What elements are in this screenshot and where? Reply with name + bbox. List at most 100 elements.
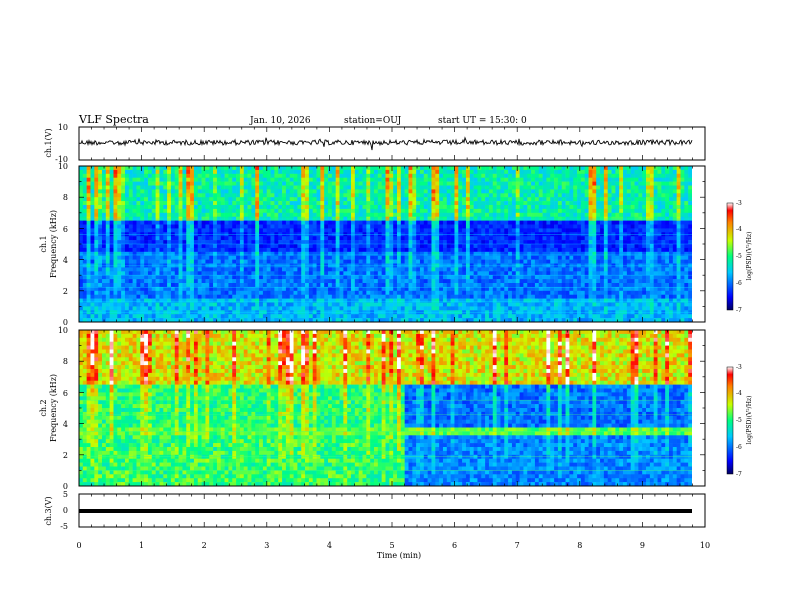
spectrogram-cell <box>328 295 332 299</box>
spectrogram-cell <box>420 271 424 275</box>
spectrogram-cell <box>481 186 485 190</box>
spectrogram-cell <box>443 260 447 264</box>
spectrogram-cell <box>297 271 301 275</box>
spectrogram-cell <box>225 205 229 209</box>
spectrogram-cell <box>343 260 347 264</box>
spectrogram-cell <box>351 240 355 244</box>
spectrogram-cell <box>512 244 516 248</box>
spectrogram-cell <box>485 306 489 310</box>
spectrogram-cell <box>374 201 378 205</box>
spectrogram-cell <box>225 260 229 264</box>
spectrogram-cell <box>129 189 133 193</box>
spectrogram-cell <box>317 283 321 287</box>
spectrogram-cell <box>228 283 232 287</box>
spectrogram-cell <box>389 189 393 193</box>
spectrogram-cell <box>554 193 558 197</box>
spectrogram-cell <box>133 182 137 186</box>
spectrogram-cell <box>543 244 547 248</box>
spectrogram-cell <box>202 193 206 197</box>
spectrogram-cell <box>336 166 340 170</box>
spectrogram-cell <box>232 283 236 287</box>
spectrogram-cell <box>144 275 148 279</box>
spectrogram-cell <box>232 244 236 248</box>
spectrogram-cell <box>439 174 443 178</box>
spectrogram-cell <box>278 283 282 287</box>
spectrogram-cell <box>539 271 543 275</box>
spectrogram-cell <box>485 186 489 190</box>
spectrogram-cell <box>309 201 313 205</box>
spectrogram-cell <box>148 225 152 229</box>
spectrogram-cell <box>351 314 355 318</box>
spectrogram-cell <box>271 267 275 271</box>
spectrogram-cell <box>462 178 466 182</box>
spectrogram-cell <box>516 225 520 229</box>
spectrogram-cell <box>477 248 481 252</box>
spectrogram-cell <box>550 182 554 186</box>
spectrogram-cell <box>355 256 359 260</box>
spectrogram-cell <box>79 213 83 217</box>
spectrogram-cell <box>313 244 317 248</box>
spectrogram-cell <box>543 283 547 287</box>
spectrogram-cell <box>121 197 125 201</box>
spectrogram-cell <box>393 189 397 193</box>
spectrogram-cell <box>458 221 462 225</box>
spectrogram-cell <box>248 186 252 190</box>
spectrogram-cell <box>328 225 332 229</box>
spectrogram-cell <box>144 174 148 178</box>
spectrogram-cell <box>317 228 321 232</box>
spectrogram-cell <box>328 170 332 174</box>
spectrogram-cell <box>244 295 248 299</box>
spectrogram-cell <box>129 221 133 225</box>
spectrogram-cell <box>102 213 106 217</box>
spectrogram-cell <box>313 275 317 279</box>
spectrogram-cell <box>251 240 255 244</box>
spectrogram-cell <box>110 303 114 307</box>
spectrogram-cell <box>217 279 221 283</box>
spectrogram-cell <box>182 271 186 275</box>
spectrogram-cell <box>332 252 336 256</box>
spectrogram-cell <box>481 299 485 303</box>
spectrogram-cell <box>489 178 493 182</box>
spectrogram-cell <box>477 260 481 264</box>
spectrogram-cell <box>225 248 229 252</box>
spectrogram-cell <box>481 252 485 256</box>
spectrogram-cell <box>225 182 229 186</box>
spectrogram-cell <box>148 260 152 264</box>
spectrogram-cell <box>374 291 378 295</box>
spectrogram-cell <box>474 252 478 256</box>
spectrogram-cell <box>106 213 110 217</box>
spectrogram-cell <box>447 260 451 264</box>
spectrogram-cell <box>435 271 439 275</box>
spectrogram-cell <box>340 178 344 182</box>
spectrogram-cell <box>313 174 317 178</box>
spectrogram-cell <box>366 221 370 225</box>
spectrogram-cell <box>485 299 489 303</box>
spectrogram-cell <box>133 213 137 217</box>
spectrogram-cell <box>366 314 370 318</box>
spectrogram-cell <box>228 213 232 217</box>
spectrogram-cell <box>374 314 378 318</box>
spectrogram-cell <box>451 283 455 287</box>
spectrogram-cell <box>213 299 217 303</box>
spectrogram-cell <box>225 201 229 205</box>
spectrogram-cell <box>343 236 347 240</box>
spectrogram-cell <box>493 186 497 190</box>
spectrogram-cell <box>163 197 167 201</box>
spectrogram-cell <box>278 244 282 248</box>
spectrogram-cell <box>209 213 213 217</box>
spectrogram-cell <box>374 295 378 299</box>
spectrogram-cell <box>140 236 144 240</box>
spectrogram-cell <box>527 252 531 256</box>
spectrogram-cell <box>90 174 94 178</box>
spectrogram-cell <box>374 178 378 182</box>
spectrogram-cell <box>366 291 370 295</box>
spectrogram-cell <box>340 236 344 240</box>
spectrogram-cell <box>512 209 516 213</box>
spectrogram-cell <box>462 201 466 205</box>
spectrogram-cell <box>301 240 305 244</box>
spectrogram-cell <box>175 174 179 178</box>
spectrogram-cell <box>462 252 466 256</box>
spectrogram-cell <box>140 271 144 275</box>
spectrogram-cell <box>179 303 183 307</box>
spectrogram-cell <box>439 283 443 287</box>
